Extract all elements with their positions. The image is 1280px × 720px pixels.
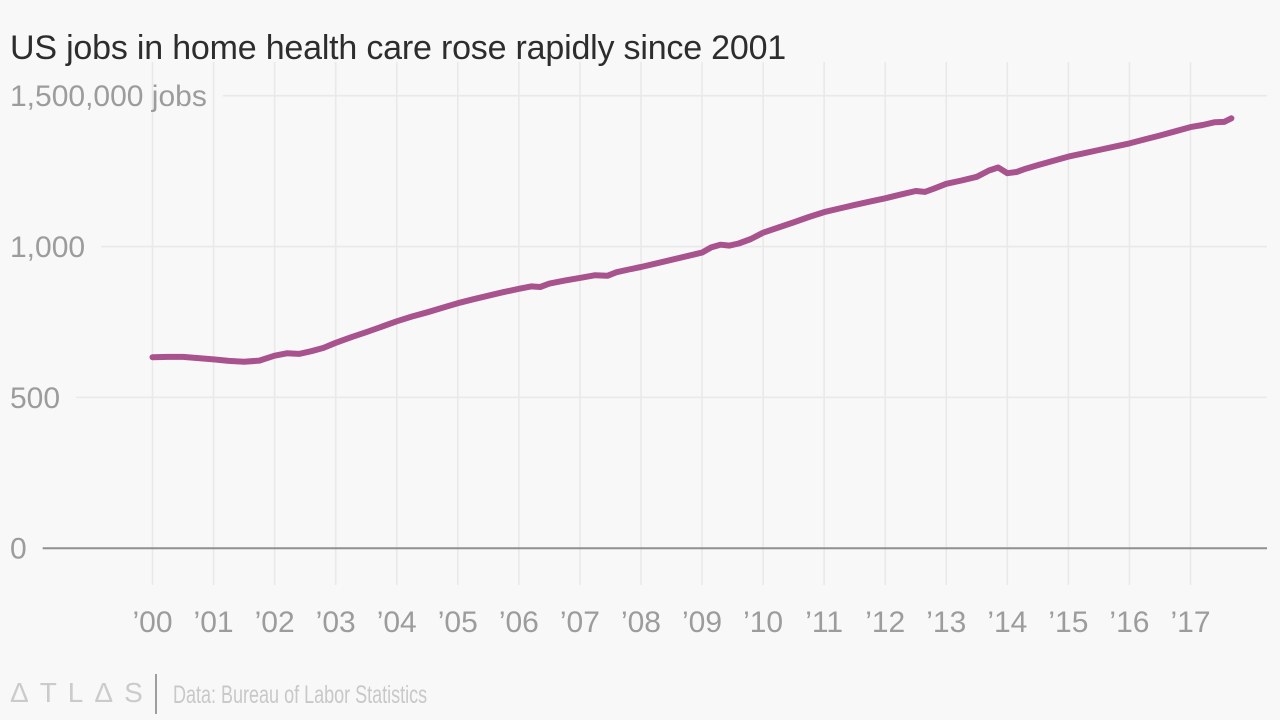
data-source-text: Data: Bureau of Labor Statistics (173, 681, 428, 709)
x-tick-label: ’16 (1109, 606, 1149, 639)
x-tick-label: ’00 (132, 606, 172, 639)
x-tick-label: ’10 (743, 606, 783, 639)
atlas-logo: ΔTLΔS (10, 677, 154, 708)
footer-divider (155, 674, 157, 714)
x-tick-label: ’12 (865, 606, 905, 639)
y-tick-label: 0 (10, 533, 27, 566)
x-tick-label: ’13 (926, 606, 966, 639)
x-tick-label: ’09 (682, 606, 722, 639)
x-tick-label: ’01 (194, 606, 234, 639)
y-tick-label: 1,000 (10, 231, 85, 264)
x-tick-label: ’07 (560, 606, 600, 639)
x-tick-label: ’06 (499, 606, 539, 639)
x-tick-label: ’17 (1170, 606, 1210, 639)
data-line-home-health-jobs (149, 115, 1235, 365)
y-tick-label: 500 (10, 382, 60, 415)
x-tick-label: ’14 (987, 606, 1027, 639)
x-tick-label: ’03 (316, 606, 356, 639)
y-tick-label: 1,500,000 jobs (10, 80, 207, 113)
chart-title: US jobs in home health care rose rapidly… (10, 28, 787, 67)
x-tick-label: ’05 (438, 606, 478, 639)
x-tick-label: ’11 (805, 606, 843, 639)
x-tick-label: ’08 (621, 606, 661, 639)
x-tick-label: ’04 (377, 606, 417, 639)
x-tick-label: ’02 (255, 606, 295, 639)
x-tick-label: ’15 (1048, 606, 1088, 639)
